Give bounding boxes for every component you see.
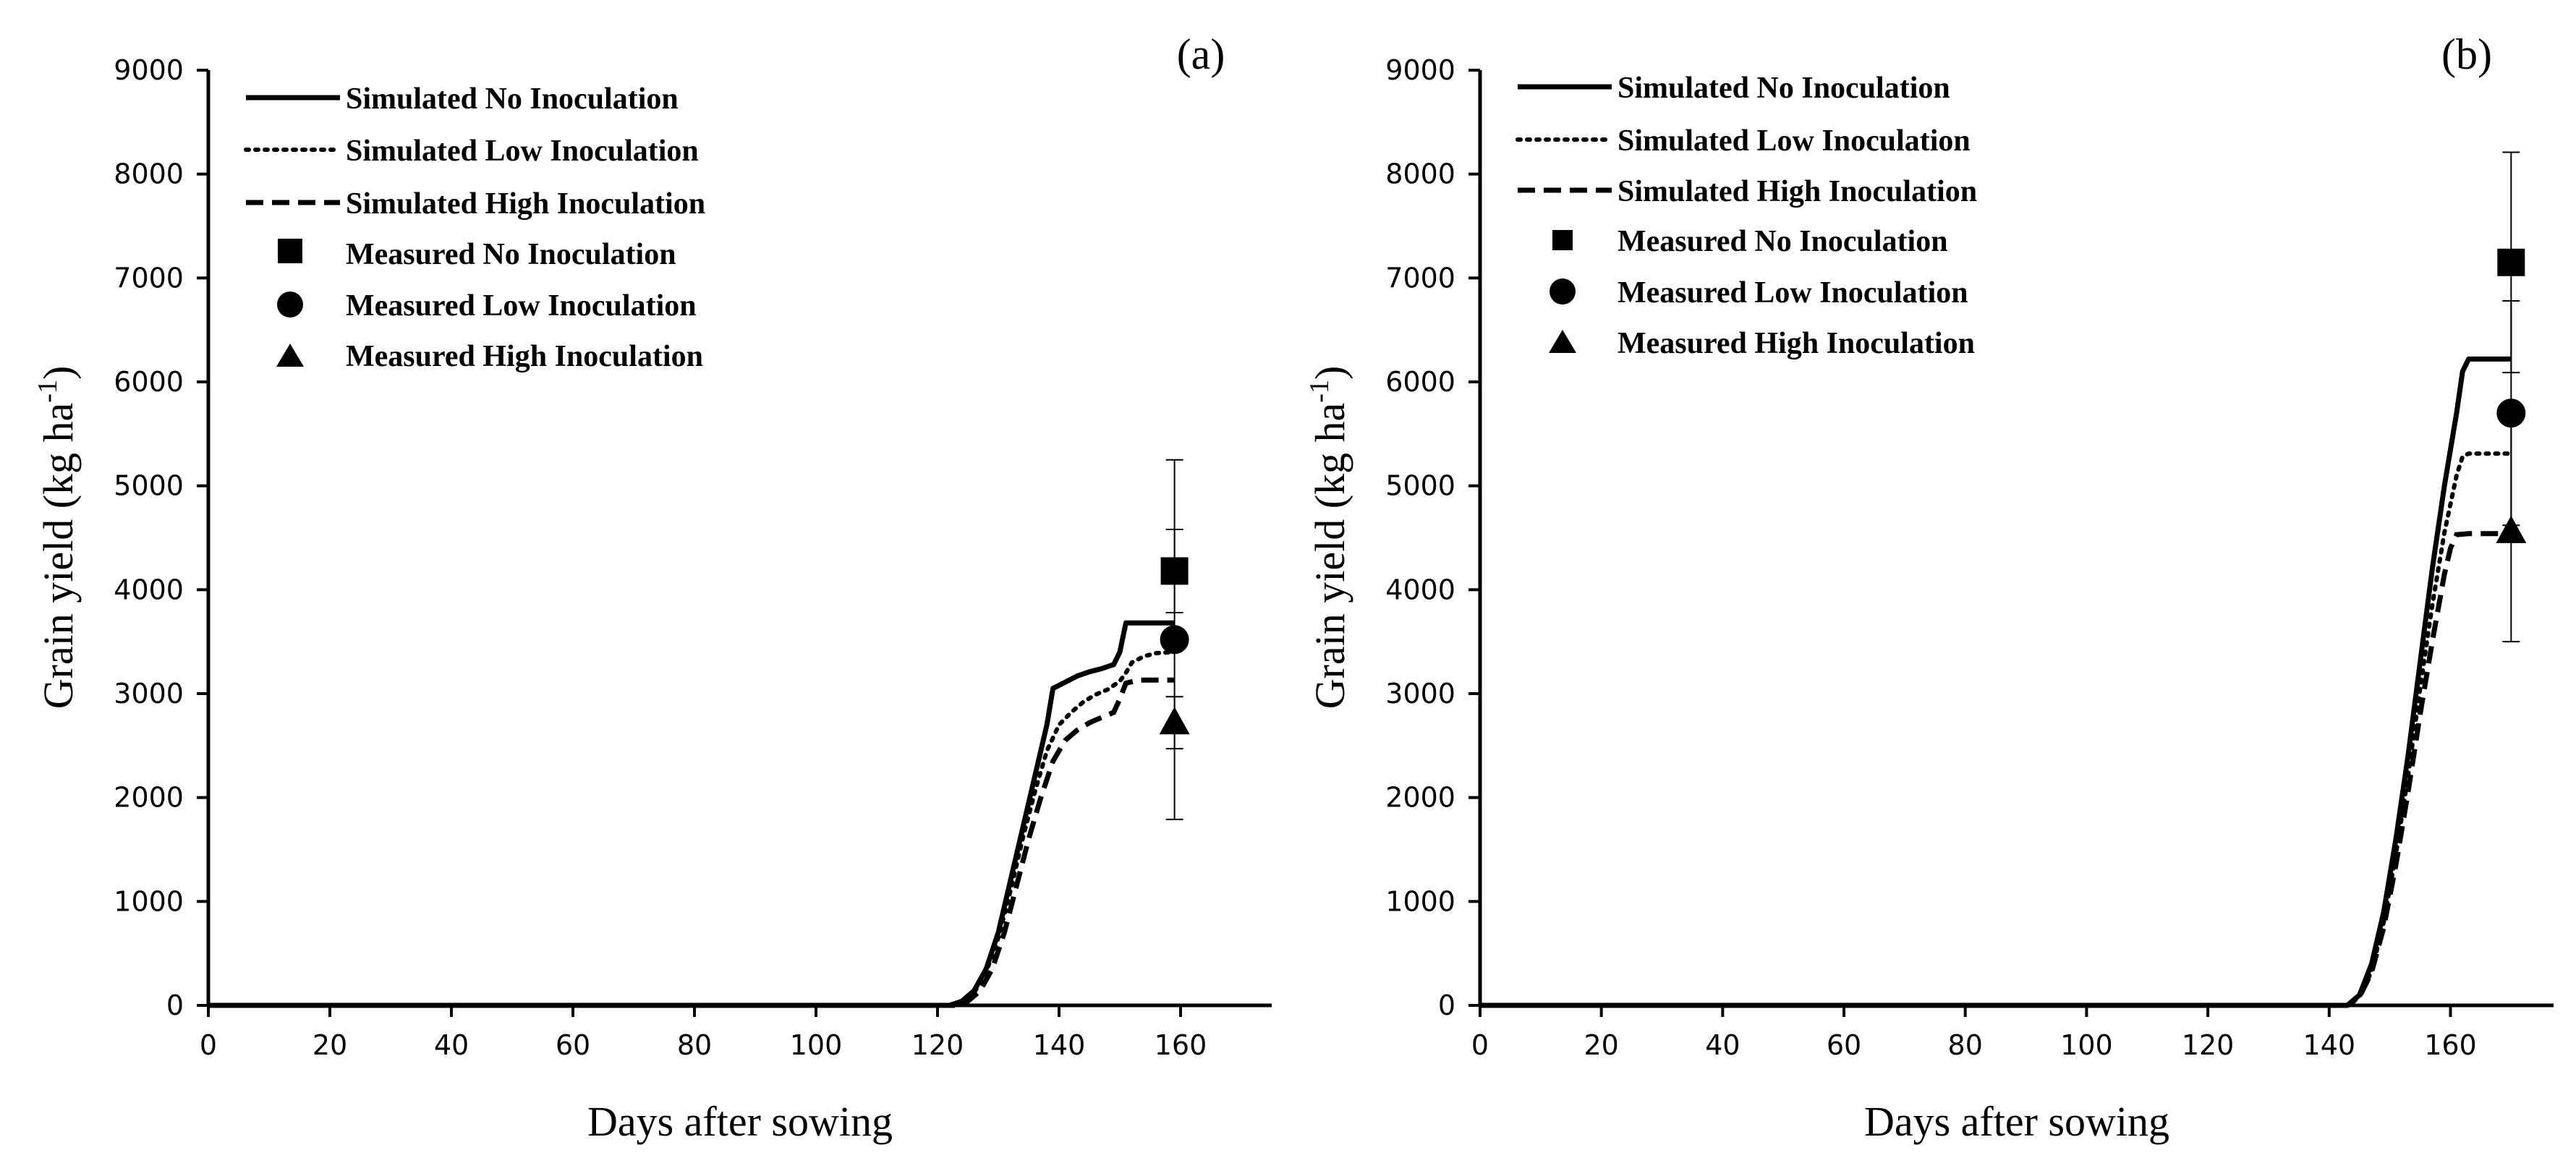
x-tick-label: 80: [677, 1029, 712, 1061]
x-tick-label: 40: [434, 1029, 469, 1061]
legend-circle-marker: [1550, 278, 1576, 305]
measured-high-inoculation: [2496, 420, 2527, 643]
legend-label: Measured Low Inoculation: [1618, 276, 1968, 310]
legend-label: Simulated No Inoculation: [1618, 72, 1950, 105]
series-line-simulated-low-inoculation: [206, 650, 1177, 1008]
triangle-marker: [1159, 707, 1190, 735]
series-line-simulated-high-inoculation: [1480, 531, 2512, 1008]
y-tick-label: 7000: [114, 262, 184, 294]
y-tick-label: 5000: [1385, 470, 1455, 502]
legend-label: Measured High Inoculation: [346, 340, 703, 373]
y-tick-labels: 0 1000 2000 3000 4000 5000 6000 7000 800…: [1385, 54, 1455, 1021]
panel-label: (a): [1177, 30, 1225, 78]
circle-marker: [1160, 625, 1189, 655]
series-line-simulated-low-inoculation: [1478, 451, 2514, 1008]
circle-marker: [2496, 399, 2526, 428]
y-axis-title: Grain yield (kg ha-1): [33, 366, 82, 710]
x-tick-label: 140: [2303, 1029, 2356, 1061]
y-tick-label: 1000: [114, 885, 184, 917]
legend-square-marker: [278, 239, 302, 263]
legend: Simulated No Inoculation Simulated Low I…: [244, 82, 705, 373]
legend-label: Simulated High Inoculation: [346, 187, 705, 221]
x-tick-label: 140: [1033, 1029, 1086, 1061]
y-tick-label: 9000: [114, 54, 184, 86]
x-tick-label: 60: [556, 1029, 590, 1061]
legend: Simulated No Inoculation Simulated Low I…: [1516, 72, 1977, 360]
legend-label: Measured No Inoculation: [346, 238, 676, 271]
square-marker: [2497, 248, 2525, 276]
legend-label: Measured High Inoculation: [1618, 327, 1975, 360]
x-tick-label: 100: [2060, 1029, 2113, 1061]
legend-label: Simulated No Inoculation: [346, 82, 679, 116]
y-tick-label: 4000: [1385, 574, 1455, 605]
legend-label: Simulated Low Inoculation: [346, 135, 699, 168]
y-tick-label: 2000: [114, 782, 184, 814]
legend-circle-marker: [277, 291, 303, 318]
y-tick-label: 3000: [1385, 678, 1455, 710]
y-axis-title: Grain yield (kg ha-1): [1304, 366, 1353, 710]
y-tick-label: 1000: [1385, 885, 1455, 917]
y-tick-label: 3000: [114, 678, 184, 710]
triangle-marker: [2496, 515, 2527, 543]
y-tick-label: 0: [166, 989, 184, 1021]
x-tick-label: 160: [2424, 1029, 2477, 1061]
x-tick-label: 120: [911, 1029, 964, 1061]
y-tick-label: 0: [1438, 989, 1455, 1021]
legend-label: Simulated High Inoculation: [1618, 175, 1977, 208]
x-tick-label: 20: [1584, 1029, 1619, 1061]
x-tick-label: 160: [1155, 1029, 1207, 1061]
measured-low-inoculation: [1160, 459, 1189, 820]
x-tick-label: 0: [200, 1029, 217, 1061]
panel-a: (a) 0 1000 2000 3000 4000 5000 6000 7000…: [33, 30, 1272, 1145]
x-tick-label: 60: [1827, 1029, 1861, 1061]
x-tick-labels: 0 20 40 60 80 100 120 140 160: [1471, 1029, 2477, 1061]
measured-high-inoculation: [1159, 696, 1190, 750]
y-tick-label: 6000: [114, 366, 184, 398]
y-tick-label: 4000: [114, 574, 184, 605]
y-tick-label: 9000: [1385, 54, 1455, 86]
x-tick-label: 0: [1471, 1029, 1489, 1061]
y-tick-label: 8000: [114, 158, 184, 190]
panel-b: (b) 0 1000 2000 3000 4000 5000 6000 7000…: [1304, 30, 2554, 1145]
y-tick-label: 5000: [114, 470, 184, 502]
x-tick-label: 20: [313, 1029, 347, 1061]
x-axis-title: Days after sowing: [587, 1098, 893, 1145]
panel-label: (b): [2441, 30, 2492, 78]
y-tick-label: 6000: [1385, 366, 1455, 398]
x-tick-label: 100: [790, 1029, 843, 1061]
y-ticks: [1468, 69, 1480, 1007]
x-tick-label: 80: [1948, 1029, 1983, 1061]
legend-square-marker: [1552, 230, 1573, 250]
legend-triangle-marker: [1549, 330, 1576, 353]
legend-label: Measured Low Inoculation: [346, 289, 697, 323]
y-tick-label: 8000: [1385, 158, 1455, 190]
y-ticks: [197, 69, 208, 1007]
legend-triangle-marker: [276, 344, 304, 367]
series-line-simulated-high-inoculation: [208, 677, 1175, 1008]
y-tick-label: 2000: [1385, 782, 1455, 814]
legend-label: Measured No Inoculation: [1618, 225, 1948, 258]
x-axis-title: Days after sowing: [1864, 1098, 2169, 1145]
x-tick-label: 40: [1705, 1029, 1740, 1061]
legend-label: Simulated Low Inoculation: [1618, 124, 1971, 158]
y-tick-label: 7000: [1385, 262, 1455, 294]
y-tick-labels: 0 1000 2000 3000 4000 5000 6000 7000 800…: [114, 54, 184, 1021]
series-line-simulated-no-inoculation: [1480, 356, 2512, 1008]
x-tick-labels: 0 20 40 60 80 100 120 140 160: [200, 1029, 1207, 1061]
x-tick-label: 120: [2182, 1029, 2235, 1061]
